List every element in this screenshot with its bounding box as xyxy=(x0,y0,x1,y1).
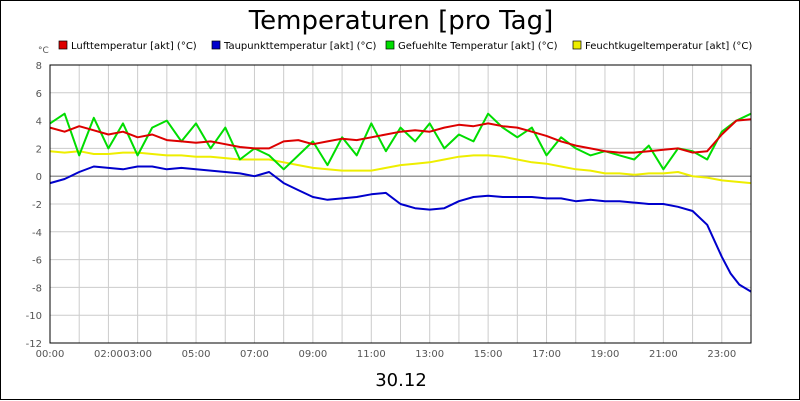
x-tick-label: 07:00 xyxy=(240,349,269,360)
x-tick-label: 17:00 xyxy=(532,349,561,360)
legend-label-2: Taupunkttemperatur [akt] (°C) xyxy=(223,41,376,52)
x-tick-label: 00:00 xyxy=(36,349,65,360)
legend-swatch-2 xyxy=(211,40,221,50)
x-tick-label: 15:00 xyxy=(474,349,503,360)
legend-label-4: Feuchtkugeltemperatur [akt] (°C) xyxy=(585,41,752,52)
x-tick-label: 09:00 xyxy=(298,349,327,360)
y-tick-label: 6 xyxy=(36,89,42,100)
y-tick-label: 4 xyxy=(36,117,42,128)
series-line-4 xyxy=(49,150,752,185)
legend-label-3: Gefuehlte Temperatur [akt] (°C) xyxy=(398,41,558,52)
series-line-1 xyxy=(49,118,752,154)
y-tick-label: 0 xyxy=(36,172,42,183)
y-axis-ticks: 8 6 4 2 0 -2 -4 -6 -8 -10 -12 xyxy=(26,61,42,350)
y-tick-label: -6 xyxy=(32,256,42,267)
plot-border xyxy=(49,64,752,344)
chart-title: Temperaturen [pro Tag] xyxy=(248,6,554,36)
y-unit-label: °C xyxy=(38,46,49,56)
x-tick-label: 23:00 xyxy=(707,349,736,360)
x-axis-ticks: 00:00 02:00 03:00 05:00 07:00 09:00 11:00 13:00… xyxy=(36,349,737,360)
legend-swatch-1 xyxy=(58,40,68,50)
date-label: 30.12 xyxy=(375,370,427,391)
series-line-3 xyxy=(49,112,752,171)
series-line-2 xyxy=(49,165,752,293)
x-tick-label: 03:00 xyxy=(123,349,152,360)
legend: Lufttemperatur [akt] (°C) Taupunkttempera… xyxy=(58,40,752,52)
legend-swatch-4 xyxy=(572,40,582,50)
y-tick-label: 8 xyxy=(36,61,42,72)
x-tick-label: 02:00 xyxy=(94,349,123,360)
y-tick-label: 2 xyxy=(36,144,42,155)
legend-swatch-3 xyxy=(385,40,395,50)
series-lines xyxy=(49,112,752,293)
x-tick-label: 05:00 xyxy=(182,349,211,360)
y-tick-label: -8 xyxy=(32,283,42,294)
y-tick-label: -12 xyxy=(26,339,42,350)
y-tick-label: -10 xyxy=(26,311,42,322)
x-tick-label: 13:00 xyxy=(415,349,444,360)
y-tick-label: -4 xyxy=(32,228,42,239)
x-tick-label: 21:00 xyxy=(649,349,678,360)
legend-label-1: Lufttemperatur [akt] (°C) xyxy=(71,41,197,52)
x-tick-label: 11:00 xyxy=(357,349,386,360)
x-tick-label: 19:00 xyxy=(591,349,620,360)
y-tick-label: -2 xyxy=(32,200,42,211)
